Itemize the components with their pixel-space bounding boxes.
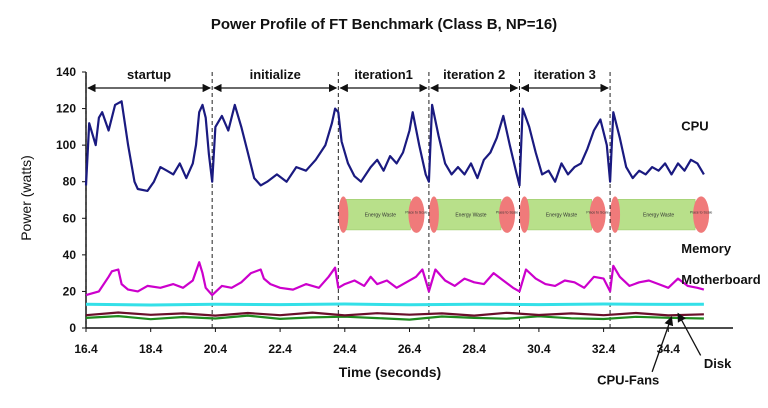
energy-waste-bar: [436, 199, 502, 231]
x-tick-label: 20.4: [204, 342, 228, 356]
annotation-arrow: [651, 316, 674, 373]
y-tick-label: 100: [56, 138, 76, 152]
energy-waste-label: Energy Waste: [365, 213, 396, 219]
energy-waste-bar: [617, 199, 696, 231]
energy-waste-end-marker: [693, 196, 710, 233]
energy-waste-start-marker: [610, 196, 621, 233]
energy-waste-end-marker: [408, 196, 425, 233]
y-tick-label: 80: [63, 175, 77, 189]
x-tick-label: 30.4: [527, 342, 551, 356]
energy-waste-marker-text: Place to Scale: [690, 211, 712, 215]
series-line-cpu: [84, 100, 705, 192]
phase-label: iteration 2: [443, 67, 505, 82]
energy-waste-marker-text: Place to Scale: [405, 211, 427, 215]
x-tick-label: 22.4: [268, 342, 292, 356]
y-tick-label: 0: [69, 321, 76, 335]
phase-label: iteration 3: [534, 67, 596, 82]
energy-waste-start-marker: [338, 196, 349, 233]
y-tick-label: 40: [63, 248, 77, 262]
x-tick-label: 18.4: [139, 342, 163, 356]
energy-waste-label: Energy Waste: [643, 213, 674, 219]
energy-waste-start-marker: [428, 196, 439, 233]
series-line-memory: [85, 261, 705, 297]
annotation-arrow: [677, 312, 702, 356]
energy-waste-bar: [527, 199, 592, 231]
series-line-cpu-fans: [85, 314, 704, 321]
series-label-cpu-fans: CPU-Fans: [597, 373, 659, 388]
series-label-motherboard: Motherboard: [681, 272, 761, 287]
series-line-disk: [85, 311, 704, 317]
energy-waste-bar: [346, 199, 411, 231]
energy-waste-label: Energy Waste: [546, 213, 577, 219]
x-tick-label: 34.4: [657, 342, 681, 356]
series-label-cpu: CPU: [681, 119, 708, 134]
y-tick-label: 140: [56, 65, 76, 79]
x-axis-label: Time (seconds): [338, 364, 442, 380]
phase-label: iteration1: [354, 67, 413, 82]
series-label-disk: Disk: [704, 356, 732, 371]
energy-waste-end-marker: [499, 196, 516, 233]
series-label-memory: Memory: [681, 241, 732, 256]
y-tick-label: 20: [63, 284, 77, 298]
energy-waste-label: Energy Waste: [455, 213, 486, 219]
energy-waste-end-marker: [589, 196, 606, 233]
energy-waste-marker-text: Place to Scale: [586, 211, 608, 215]
x-tick-label: 28.4: [463, 342, 487, 356]
series-line-motherboard: [85, 302, 704, 307]
chart-title: Power Profile of FT Benchmark (Class B, …: [210, 16, 558, 33]
phase-label: startup: [127, 67, 171, 82]
phase-label: initialize: [250, 67, 301, 82]
y-tick-label: 60: [63, 211, 77, 225]
energy-waste-marker-text: Place to Scale: [496, 211, 518, 215]
energy-waste-start-marker: [519, 196, 530, 233]
x-tick-label: 24.4: [333, 342, 357, 356]
x-tick-label: 32.4: [592, 342, 616, 356]
x-tick-label: 26.4: [398, 342, 422, 356]
x-tick-label: 16.4: [74, 342, 98, 356]
y-tick-label: 120: [56, 102, 76, 116]
